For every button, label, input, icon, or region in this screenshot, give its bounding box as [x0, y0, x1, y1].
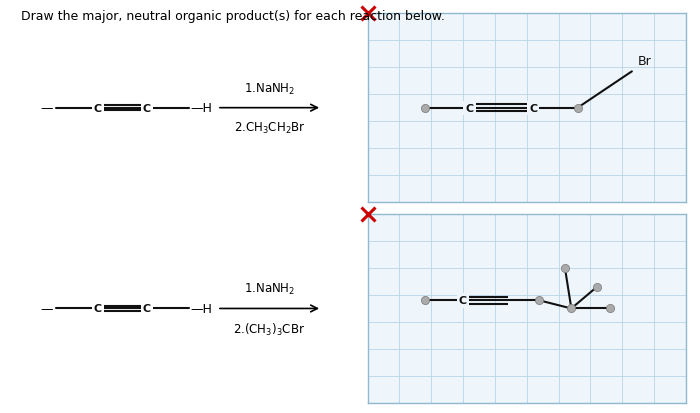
Text: C: C — [143, 103, 151, 114]
Text: Br: Br — [638, 55, 652, 68]
Point — [566, 306, 577, 312]
Point — [559, 265, 570, 272]
Text: 2.(CH$_3$)$_3$CBr: 2.(CH$_3$)$_3$CBr — [234, 321, 305, 337]
Point — [604, 306, 615, 312]
Text: —H: —H — [190, 102, 213, 115]
Text: —: — — [40, 102, 52, 115]
Text: 2.CH$_3$CH$_2$Br: 2.CH$_3$CH$_2$Br — [234, 121, 305, 135]
Text: C: C — [466, 103, 473, 114]
Text: —H: —H — [190, 302, 213, 315]
Point — [419, 105, 430, 112]
Text: —: — — [40, 302, 52, 315]
Text: C: C — [94, 103, 102, 114]
Point — [572, 105, 583, 112]
Point — [419, 297, 430, 304]
Text: C: C — [459, 296, 467, 306]
Text: 1.NaNH$_2$: 1.NaNH$_2$ — [244, 282, 295, 297]
Text: Draw the major, neutral organic product(s) for each reaction below.: Draw the major, neutral organic product(… — [21, 10, 445, 23]
Text: C: C — [529, 103, 537, 114]
Text: 1.NaNH$_2$: 1.NaNH$_2$ — [244, 81, 295, 96]
Point — [534, 297, 545, 304]
Text: C: C — [143, 304, 151, 314]
Text: C: C — [94, 304, 102, 314]
Point — [592, 284, 603, 291]
